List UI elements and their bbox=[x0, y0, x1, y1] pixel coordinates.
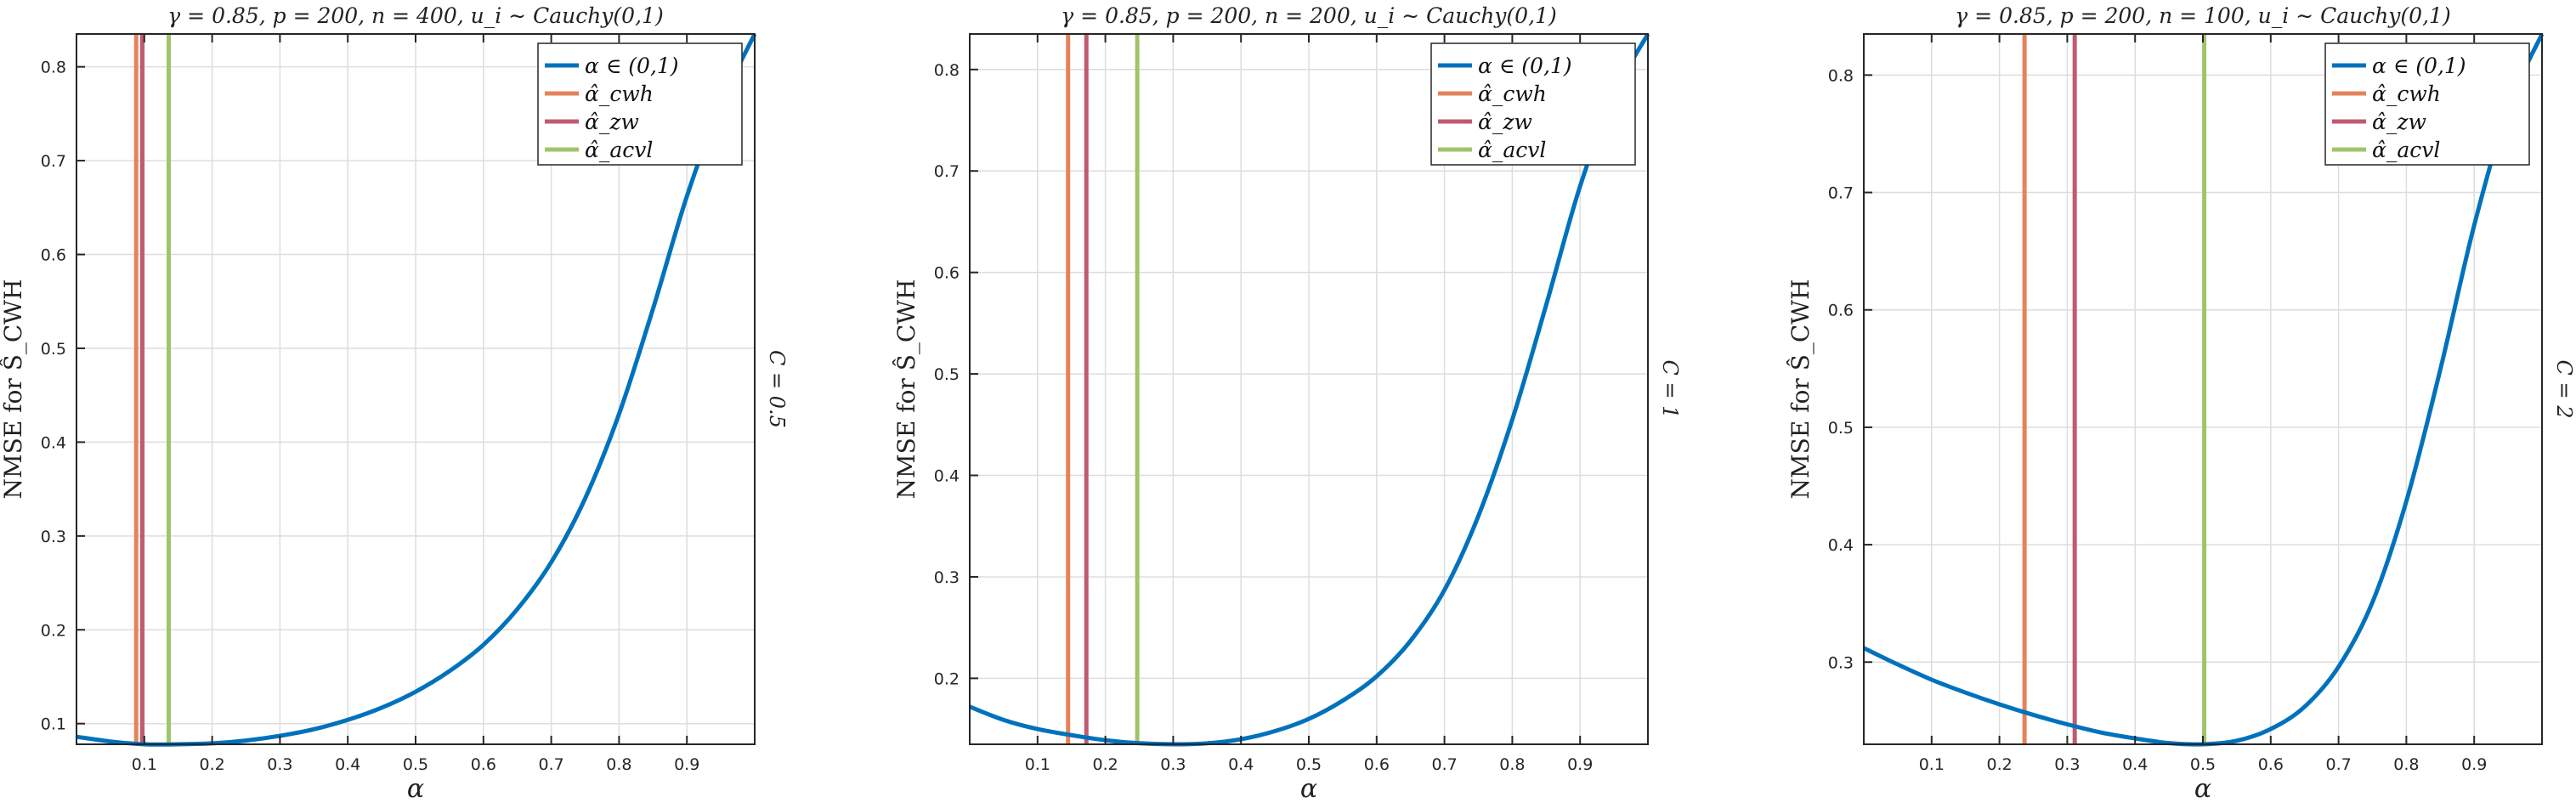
x-tick-label: 0.2 bbox=[1092, 755, 1118, 774]
x-tick-label: 0.4 bbox=[1228, 755, 1254, 774]
legend: α ∈ (0,1) α̂_cwh α̂_zw α̂_acvl bbox=[1430, 42, 1636, 166]
legend: α ∈ (0,1) α̂_cwh α̂_zw α̂_acvl bbox=[2324, 42, 2530, 166]
y-tick-label: 0.3 bbox=[934, 568, 960, 587]
nmse-curve bbox=[1862, 32, 2545, 747]
y-tick-label: 0.4 bbox=[1828, 536, 1854, 555]
legend-item-zw: α̂_zw bbox=[1478, 110, 1532, 134]
legend-item-curve: α ∈ (0,1) bbox=[2372, 54, 2466, 78]
legend: α ∈ (0,1) α̂_cwh α̂_zw α̂_acvl bbox=[537, 42, 743, 166]
y-tick-label: 0.8 bbox=[934, 61, 960, 80]
x-tick-label: 0.6 bbox=[471, 755, 496, 774]
y-tick-label: 0.4 bbox=[934, 467, 960, 486]
legend-item-acvl: α̂_acvl bbox=[1478, 138, 1546, 162]
subplot-3: 0.1 0.2 0.3 0.4 0.5 0.6 0.7 0.8 0.9 0.3 0.4 0.5 0.6 0… bbox=[1786, 3, 2576, 804]
x-tick-label: 0.9 bbox=[1567, 755, 1593, 774]
x-tick-label: 0.2 bbox=[1986, 755, 2012, 774]
x-tick-label: 0.7 bbox=[1431, 755, 1457, 774]
y-tick-label: 0.3 bbox=[1828, 653, 1854, 672]
facet-label: C = 1 bbox=[1658, 360, 1682, 419]
y-axis-label: NMSE for Ŝ_CWH bbox=[0, 280, 27, 500]
legend-item-zw: α̂_zw bbox=[2372, 110, 2426, 134]
x-tick-label: 0.7 bbox=[538, 755, 563, 774]
y-tick-label: 0.3 bbox=[41, 528, 66, 546]
y-tick-label: 0.6 bbox=[934, 264, 960, 283]
nmse-curve bbox=[969, 32, 1650, 747]
x-tick-label: 0.9 bbox=[674, 755, 699, 774]
y-tick-label: 0.7 bbox=[41, 152, 66, 171]
subplot-title: γ = 0.85, p = 200, n = 100, u_i ∼ Cauchy… bbox=[1955, 3, 2450, 28]
y-tick-label: 0.7 bbox=[1828, 184, 1854, 203]
x-tick-label: 0.8 bbox=[2393, 755, 2419, 774]
subplot-title: γ = 0.85, p = 200, n = 200, u_i ∼ Cauchy… bbox=[1061, 3, 1556, 28]
x-tick-label: 0.2 bbox=[199, 755, 224, 774]
y-tick-label: 0.7 bbox=[934, 162, 960, 181]
x-tick-label: 0.3 bbox=[1160, 755, 1186, 774]
y-tick-label: 0.1 bbox=[41, 715, 66, 734]
y-tick-label: 0.8 bbox=[1828, 66, 1854, 85]
x-tick-label: 0.6 bbox=[2258, 755, 2284, 774]
y-axis-label: NMSE for Ŝ_CWH bbox=[1786, 280, 1815, 500]
x-tick-label: 0.3 bbox=[2054, 755, 2080, 774]
x-axis-label: α bbox=[1300, 774, 1317, 804]
x-tick-label: 0.1 bbox=[132, 755, 157, 774]
y-tick-label: 0.2 bbox=[934, 670, 960, 688]
subplot-2: 0.1 0.2 0.3 0.4 0.5 0.6 0.7 0.8 0.9 0.2 0.3 0.4 0.5 0… bbox=[892, 3, 1682, 804]
x-tick-label: 0.9 bbox=[2461, 755, 2487, 774]
x-tick-label: 0.5 bbox=[1296, 755, 1322, 774]
y-axis-label: NMSE for Ŝ_CWH bbox=[892, 280, 920, 500]
y-tick-label: 0.5 bbox=[41, 340, 66, 359]
y-tick-label: 0.8 bbox=[41, 59, 66, 77]
x-axis-label: α bbox=[407, 774, 424, 804]
x-tick-label: 0.8 bbox=[1499, 755, 1525, 774]
legend-item-curve: α ∈ (0,1) bbox=[1478, 54, 1572, 78]
y-tick-label: 0.6 bbox=[41, 246, 66, 265]
x-tick-label: 0.3 bbox=[267, 755, 292, 774]
x-tick-label: 0.1 bbox=[1025, 755, 1050, 774]
y-tick-label: 0.4 bbox=[41, 433, 66, 452]
legend-item-acvl: α̂_acvl bbox=[585, 138, 653, 162]
y-tick-label: 0.5 bbox=[1828, 419, 1854, 438]
y-tick-label: 0.2 bbox=[41, 621, 66, 640]
x-axis-label: α bbox=[2194, 774, 2211, 804]
legend-item-curve: α ∈ (0,1) bbox=[585, 54, 679, 78]
subplot-title: γ = 0.85, p = 200, n = 400, u_i ∼ Cauchy… bbox=[167, 3, 663, 28]
x-tick-label: 0.5 bbox=[403, 755, 428, 774]
x-tick-label: 0.4 bbox=[2122, 755, 2148, 774]
legend-item-cwh: α̂_cwh bbox=[585, 82, 654, 106]
x-tick-label: 0.1 bbox=[1919, 755, 1945, 774]
legend-item-cwh: α̂_cwh bbox=[1478, 82, 1547, 106]
y-tick-label: 0.5 bbox=[934, 365, 960, 384]
legend-item-acvl: α̂_acvl bbox=[2372, 138, 2440, 162]
x-tick-label: 0.7 bbox=[2325, 755, 2351, 774]
x-tick-label: 0.5 bbox=[2190, 755, 2216, 774]
legend-item-cwh: α̂_cwh bbox=[2372, 82, 2441, 106]
legend-item-zw: α̂_zw bbox=[585, 110, 639, 134]
subplot-1: 0.1 0.2 0.3 0.4 0.5 0.6 0.7 0.8 0.9 0.1 0.2 0.3 0.4 0… bbox=[0, 3, 789, 804]
x-tick-label: 0.4 bbox=[335, 755, 360, 774]
facet-label: C = 2 bbox=[2552, 360, 2576, 419]
facet-label: C = 0.5 bbox=[765, 350, 789, 428]
x-tick-label: 0.8 bbox=[606, 755, 631, 774]
x-tick-label: 0.6 bbox=[1364, 755, 1390, 774]
y-tick-label: 0.6 bbox=[1828, 302, 1854, 320]
